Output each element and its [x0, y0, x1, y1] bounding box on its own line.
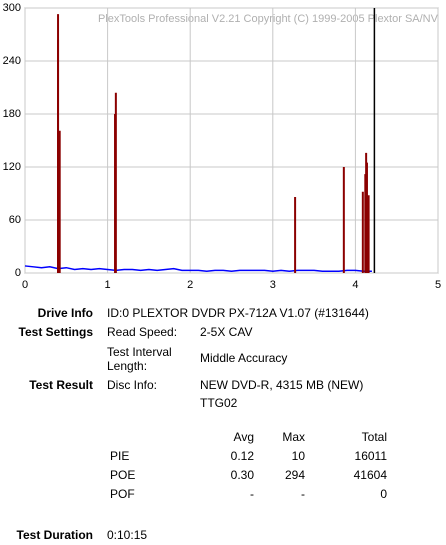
- table-cell: 294: [284, 468, 305, 482]
- pi-line: [24, 265, 372, 272]
- x-tick-label: 5: [435, 279, 441, 291]
- table-header: Avg: [233, 430, 254, 444]
- label: Test Duration: [16, 528, 93, 542]
- table-cell: 0.30: [230, 468, 254, 482]
- x-tick-label: 3: [270, 279, 276, 291]
- label: Read Speed:: [107, 325, 178, 339]
- value: Middle Accuracy: [200, 351, 288, 365]
- table-header: Total: [361, 430, 387, 444]
- table-cell: 0.12: [230, 449, 254, 463]
- value: 2-5X CAV: [200, 325, 253, 339]
- y-tick-label: 0: [15, 267, 21, 279]
- table-cell: 16011: [354, 449, 387, 463]
- y-tick-label: 180: [3, 108, 21, 120]
- y-tick-label: 240: [3, 55, 21, 67]
- row-label: POE: [110, 468, 136, 482]
- x-tick-label: 4: [352, 279, 358, 291]
- row-label: POF: [110, 487, 135, 501]
- table-cell: 41604: [353, 468, 387, 482]
- row-label: PIE: [110, 449, 130, 463]
- table-cell: 10: [291, 449, 305, 463]
- y-tick-label: 120: [3, 161, 21, 173]
- chart-title: PlexTools Professional V2.21 Copyright (…: [98, 13, 439, 25]
- label: Test Settings: [18, 325, 93, 339]
- table-header: Max: [282, 430, 305, 444]
- table-cell: -: [250, 487, 254, 501]
- y-tick-label: 60: [9, 214, 21, 226]
- table-cell: 0: [380, 487, 387, 501]
- y-tick-label: 300: [3, 2, 21, 14]
- plot-area: [24, 7, 439, 274]
- label: Test Result: [29, 378, 93, 392]
- label: Disc Info:: [107, 378, 158, 392]
- table-cell: -: [301, 487, 305, 501]
- x-tick-label: 2: [187, 279, 193, 291]
- value: NEW DVD-R, 4315 MB (NEW): [200, 378, 364, 392]
- x-tick-label: 1: [105, 279, 111, 291]
- x-tick-label: 0: [22, 279, 28, 291]
- label: Drive Info: [37, 306, 93, 320]
- value: TTG02: [200, 396, 238, 410]
- value: ID:0 PLEXTOR DVDR PX-712A V1.07 (#131644…: [107, 306, 369, 320]
- label: Test Interval Length:: [107, 345, 172, 373]
- value: 0:10:15: [107, 528, 148, 542]
- chart: PlexTools Professional V2.21 Copyright (…: [3, 2, 441, 291]
